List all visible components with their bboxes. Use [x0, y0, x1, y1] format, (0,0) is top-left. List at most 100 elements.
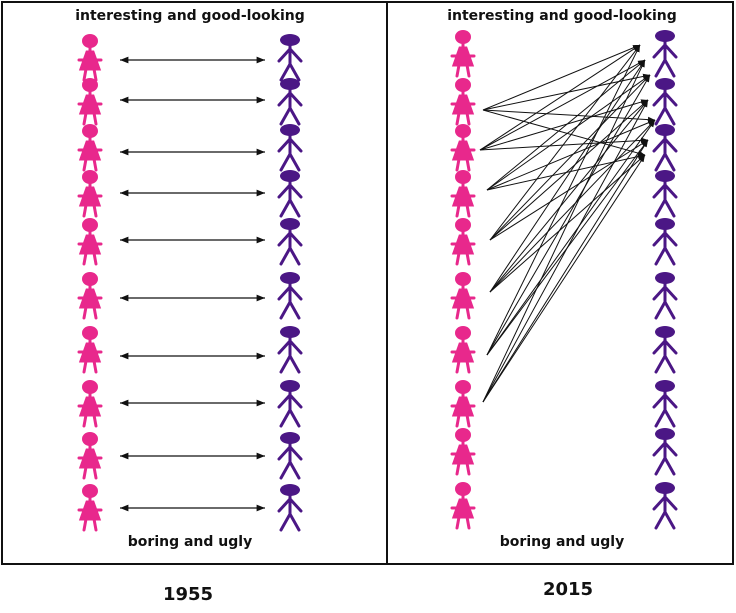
- dress: [78, 448, 102, 469]
- arrow: [489, 44, 641, 241]
- leg: [92, 517, 98, 532]
- arrow: [482, 59, 646, 403]
- arrow: [489, 119, 656, 293]
- head: [455, 428, 471, 442]
- legs: [279, 510, 301, 532]
- head: [280, 170, 300, 182]
- arrow: [482, 139, 649, 403]
- leg: [92, 413, 98, 428]
- legs: [279, 60, 301, 82]
- woman-figure: [77, 218, 103, 266]
- woman-figure: [77, 78, 103, 126]
- arms: [277, 46, 303, 63]
- head: [655, 272, 675, 284]
- head: [82, 34, 98, 48]
- head: [455, 380, 471, 394]
- head: [455, 326, 471, 340]
- leg: [92, 465, 98, 480]
- dress: [451, 234, 475, 255]
- dress: [451, 186, 475, 207]
- man-figure: [652, 428, 678, 476]
- leg: [465, 203, 471, 218]
- leg: [92, 157, 98, 172]
- arrow: [486, 59, 646, 191]
- leg: [82, 465, 88, 480]
- arrow: [482, 99, 649, 403]
- leg: [82, 359, 88, 374]
- arms: [277, 338, 303, 355]
- leg: [82, 517, 88, 532]
- arrow: [486, 74, 651, 356]
- arms: [277, 444, 303, 461]
- man-figure: [652, 124, 678, 172]
- leg: [455, 461, 461, 476]
- man-figure: [277, 272, 303, 320]
- arms: [652, 182, 678, 199]
- head: [280, 326, 300, 338]
- arrow: [489, 59, 646, 293]
- dress: [451, 498, 475, 519]
- legs: [654, 508, 676, 530]
- leg: [465, 413, 471, 428]
- woman-figure: [450, 124, 476, 172]
- legs: [654, 298, 676, 320]
- woman-figure: [77, 380, 103, 428]
- woman-figure: [450, 428, 476, 476]
- man-figure: [652, 380, 678, 428]
- arrow: [482, 44, 641, 111]
- arrows: [120, 44, 656, 512]
- man-figure: [652, 326, 678, 374]
- figures: [77, 30, 678, 532]
- legs: [279, 406, 301, 428]
- leg: [465, 461, 471, 476]
- dress: [78, 94, 102, 115]
- head: [82, 326, 98, 340]
- dress: [78, 50, 102, 71]
- legs: [279, 150, 301, 172]
- woman-figure: [450, 380, 476, 428]
- arrow: [486, 119, 656, 191]
- man-figure: [277, 78, 303, 126]
- legs: [654, 150, 676, 172]
- head: [455, 218, 471, 232]
- woman-figure: [450, 170, 476, 218]
- head: [655, 428, 675, 440]
- dress: [78, 288, 102, 309]
- leg: [465, 63, 471, 78]
- arms: [277, 182, 303, 199]
- dress: [451, 396, 475, 417]
- head: [280, 124, 300, 136]
- arrow: [479, 44, 641, 151]
- arrow: [486, 74, 651, 191]
- man-figure: [277, 432, 303, 480]
- leg: [465, 359, 471, 374]
- arms: [277, 392, 303, 409]
- leg: [92, 251, 98, 266]
- leg: [455, 111, 461, 126]
- leg: [455, 413, 461, 428]
- woman-figure: [77, 432, 103, 480]
- head: [455, 272, 471, 286]
- leg: [82, 305, 88, 320]
- leg: [92, 111, 98, 126]
- head: [655, 170, 675, 182]
- leg: [92, 67, 98, 82]
- head: [655, 78, 675, 90]
- man-figure: [277, 124, 303, 172]
- woman-figure: [77, 170, 103, 218]
- arms: [652, 494, 678, 511]
- leg: [455, 251, 461, 266]
- head: [455, 124, 471, 138]
- arms: [652, 90, 678, 107]
- dress: [78, 186, 102, 207]
- head: [655, 124, 675, 136]
- head: [655, 218, 675, 230]
- arms: [652, 136, 678, 153]
- head: [655, 30, 675, 42]
- legs: [654, 244, 676, 266]
- arms: [652, 440, 678, 457]
- arrow: [489, 139, 649, 241]
- head: [280, 484, 300, 496]
- head: [82, 124, 98, 138]
